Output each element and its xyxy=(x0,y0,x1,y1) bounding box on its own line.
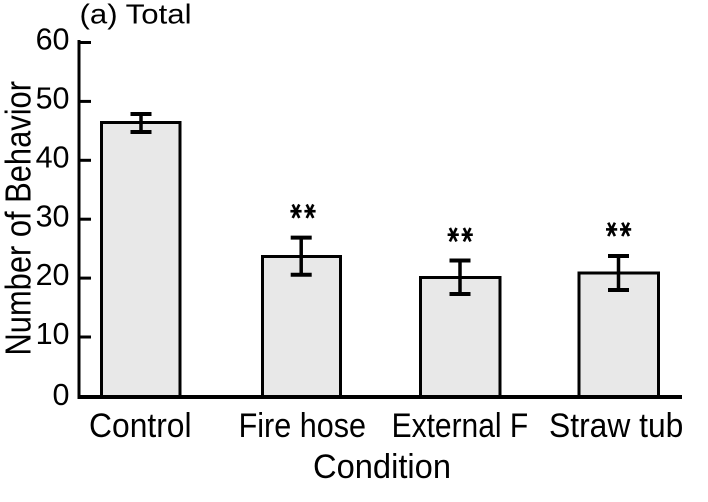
svg-text:Fire hose: Fire hose xyxy=(239,407,366,445)
svg-text:Control: Control xyxy=(89,407,192,445)
svg-text:External F: External F xyxy=(392,407,529,445)
svg-text:30: 30 xyxy=(36,199,70,233)
svg-text:Condition: Condition xyxy=(313,448,451,486)
svg-text:0: 0 xyxy=(53,378,70,412)
svg-text:(a) Total: (a) Total xyxy=(80,0,192,30)
svg-text:10: 10 xyxy=(36,317,70,351)
svg-text:Straw tub: Straw tub xyxy=(549,407,683,445)
svg-text:Number of Behavior: Number of Behavior xyxy=(0,81,39,356)
svg-text:50: 50 xyxy=(36,82,70,116)
svg-text:60: 60 xyxy=(36,23,70,57)
svg-text:40: 40 xyxy=(36,140,70,174)
svg-text:20: 20 xyxy=(36,258,70,292)
